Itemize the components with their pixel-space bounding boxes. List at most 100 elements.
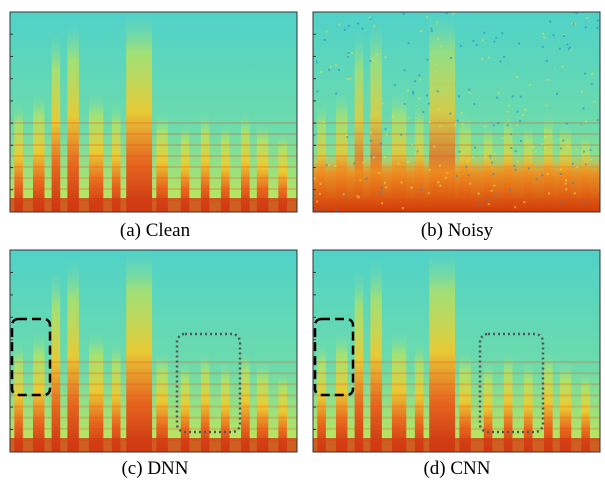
noise-speckle [496, 96, 499, 99]
caption: (a) Clean [120, 220, 191, 241]
harmonic-band [313, 372, 600, 375]
noise-speckle [520, 140, 523, 143]
noise-speckle [576, 165, 579, 168]
noise-speckle [329, 66, 332, 69]
noise-speckle [489, 154, 492, 157]
noise-speckle [474, 146, 477, 149]
noise-speckle [313, 194, 316, 197]
harmonic-band [313, 427, 600, 430]
noise-speckle [516, 124, 519, 127]
noise-speckle [400, 181, 403, 184]
noise-speckle [380, 186, 383, 189]
spectrogram-stripe [391, 330, 407, 452]
noise-speckle [580, 90, 583, 93]
noise-speckle [593, 100, 596, 103]
spectrogram-stripe [32, 330, 45, 452]
noise-speckle [411, 143, 414, 146]
noise-speckle [440, 44, 443, 47]
harmonic-band [10, 122, 297, 124]
noise-speckle [585, 120, 588, 123]
noise-speckle [316, 208, 319, 211]
noise-speckle [357, 196, 360, 199]
noise-speckle [412, 92, 415, 95]
noise-speckle [565, 188, 568, 191]
noise-speckle [528, 83, 531, 86]
harmonic-band [10, 361, 297, 364]
spectrogram [312, 249, 601, 453]
spectrogram [9, 11, 298, 213]
noise-speckle [576, 148, 579, 151]
noise-speckle [590, 82, 593, 85]
noise-speckle [494, 194, 497, 197]
noise-speckle [541, 143, 544, 146]
noise-speckle [511, 95, 514, 98]
noise-speckle [510, 133, 513, 136]
noise-speckle [543, 36, 546, 39]
harmonic-band [10, 427, 297, 430]
noise-speckle [514, 150, 517, 153]
noise-speckle [467, 147, 470, 150]
noise-speckle [385, 133, 388, 136]
noise-speckle [362, 161, 365, 164]
noise-speckle [527, 167, 530, 170]
noise-speckle [325, 30, 328, 33]
harmonic-band [10, 372, 297, 375]
noise-speckle [359, 179, 362, 182]
noise-speckle [484, 125, 487, 128]
spectrogram-stripe [370, 260, 382, 452]
noise-speckle [419, 189, 422, 192]
noise-speckle [439, 125, 442, 128]
panel-frame [312, 249, 601, 453]
noise-speckle [410, 186, 413, 189]
noise-speckle [485, 199, 488, 202]
spectrogram-stripe [220, 361, 230, 452]
spectrogram-stripe [354, 32, 364, 212]
spectrogram-stripe [14, 340, 23, 452]
harmonic-band [10, 416, 297, 419]
noise-speckle [323, 38, 326, 41]
noise-speckle [587, 152, 590, 155]
harmonic-band [10, 394, 297, 397]
noise-speckle [437, 181, 440, 184]
noise-speckle [566, 43, 569, 46]
spectrogram-stripe [459, 351, 471, 452]
noise-speckle [490, 189, 493, 192]
noise-speckle [416, 150, 419, 153]
noise-speckle [510, 146, 513, 149]
noise-speckle [413, 80, 416, 83]
noise-speckle [492, 172, 495, 175]
noise-speckle [502, 137, 505, 140]
noise-speckle [449, 112, 452, 115]
noise-speckle [484, 155, 487, 158]
noise-speckle [516, 110, 519, 113]
noise-speckle [426, 94, 429, 97]
spectrogram-stripe [483, 361, 493, 452]
noise-speckle [381, 202, 384, 205]
noise-speckle [558, 47, 561, 50]
spectrogram-stripe [126, 250, 153, 452]
noise-speckle [455, 174, 458, 177]
noise-speckle [349, 77, 352, 80]
noise-speckle [534, 151, 537, 154]
noise-speckle [467, 174, 470, 177]
noise-speckle [483, 31, 486, 34]
noise-speckle [385, 186, 388, 189]
noise-speckle [565, 179, 568, 182]
noise-speckle [419, 78, 422, 81]
harmonic-band [10, 144, 297, 146]
harmonic-band [313, 361, 600, 364]
panels [9, 11, 601, 453]
noise-speckle [430, 30, 433, 33]
noise-speckle [316, 90, 319, 93]
noise-speckle [532, 145, 535, 148]
noise-speckle [469, 182, 472, 185]
noise-speckle [324, 206, 327, 209]
noise-speckle [406, 160, 409, 163]
noise-speckle [407, 89, 410, 92]
noise-speckle [393, 84, 396, 87]
noise-speckle [559, 173, 562, 176]
noise-speckle [376, 53, 379, 56]
noise-speckle [547, 78, 550, 81]
noise-speckle [490, 161, 493, 164]
spectrogram-stripe [51, 270, 61, 452]
